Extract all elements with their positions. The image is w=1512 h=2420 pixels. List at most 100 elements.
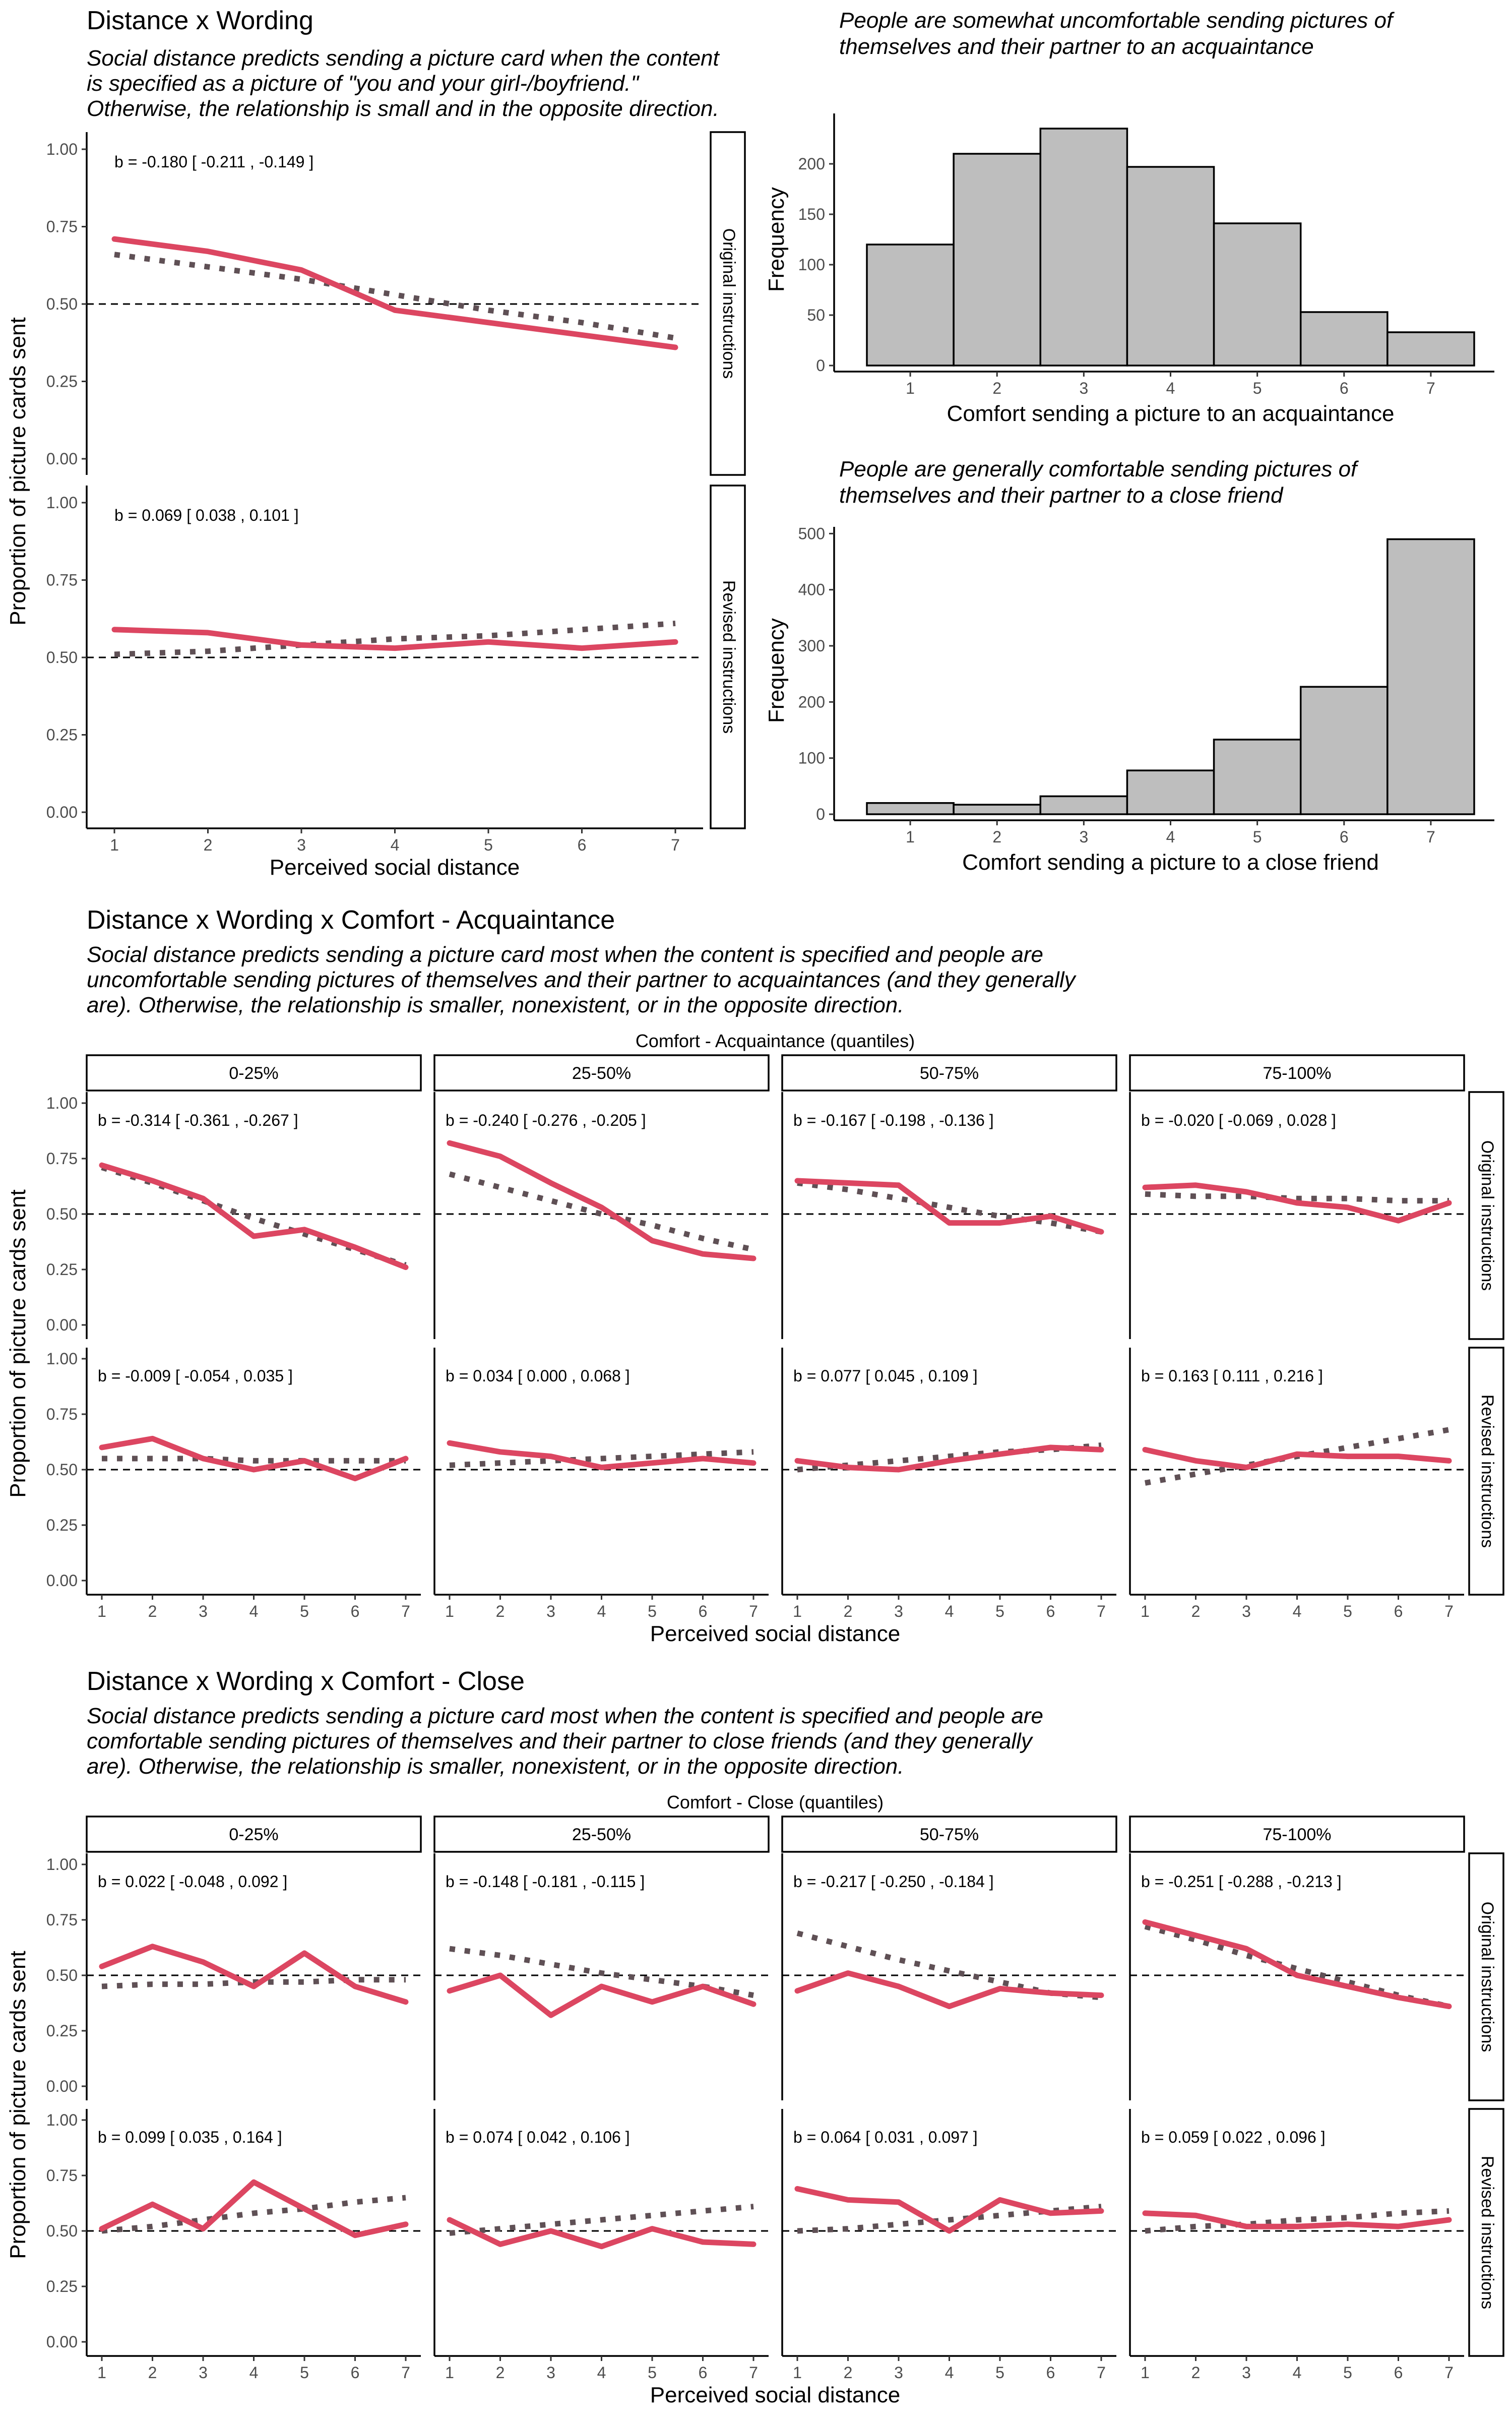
- x-tick-label: 2: [204, 836, 213, 854]
- x-tick-label: 5: [648, 2364, 657, 2382]
- column-strip-label: 25-50%: [572, 1064, 631, 1083]
- x-tick-label: 1: [97, 2364, 106, 2382]
- y-tick-label: 0.25: [46, 726, 78, 744]
- observed-series: [794, 1444, 1104, 1473]
- x-tick-label: 1: [906, 379, 915, 397]
- x-tick-label: 4: [249, 2364, 259, 2382]
- x-tick-label: 6: [699, 1602, 708, 1620]
- fitted-series: [1145, 2208, 1450, 2234]
- chart-subtitle: Otherwise, the relationship is small and…: [87, 96, 719, 121]
- coefficient-annotation: b = -0.167 [ -0.198 , -0.136 ]: [793, 1111, 994, 1129]
- y-tick-label: 0.00: [46, 450, 78, 468]
- x-tick-label: 6: [1340, 828, 1349, 846]
- row-strip-label: Original instructions: [1478, 1140, 1497, 1291]
- column-strip: [86, 1054, 422, 1092]
- x-tick-label: 4: [945, 2364, 954, 2382]
- x-tick-label: 1: [445, 2364, 454, 2382]
- row-strip: [1468, 1091, 1504, 1340]
- column-strip-label: 50-75%: [920, 1825, 979, 1844]
- fitted-series: [449, 1946, 754, 1999]
- chart-title: themselves and their partner to a close …: [839, 483, 1284, 508]
- x-tick-label: 1: [1141, 2364, 1150, 2382]
- x-tick-label: 5: [1343, 1602, 1352, 1620]
- coefficient-annotation: b = -0.148 [ -0.181 , -0.115 ]: [446, 1872, 645, 1891]
- chart-title: People are somewhat uncomfortable sendin…: [839, 8, 1395, 33]
- x-tick-label: 2: [992, 828, 1001, 846]
- chart-title: themselves and their partner to an acqua…: [839, 34, 1314, 59]
- y-tick-label: 0.75: [46, 218, 78, 236]
- x-tick-label: 5: [1253, 828, 1262, 846]
- fitted-series: [114, 252, 676, 341]
- fitted-series: [797, 1180, 1102, 1235]
- observed-series: [99, 2179, 409, 2238]
- row-strip-label: Revised instructions: [719, 580, 738, 734]
- y-tick-label: 0.00: [46, 1316, 78, 1334]
- x-axis-label: Perceived social distance: [650, 2383, 900, 2407]
- x-tick-label: 6: [351, 2364, 360, 2382]
- x-tick-label: 7: [749, 2364, 758, 2382]
- y-tick-label: 0.75: [46, 1911, 78, 1929]
- y-tick-label: 500: [798, 524, 825, 542]
- column-strip-label: 75-100%: [1263, 1825, 1331, 1844]
- coefficient-annotation: b = 0.034 [ 0.000 , 0.068 ]: [446, 1367, 630, 1385]
- x-tick-label: 2: [844, 2364, 853, 2382]
- x-tick-label: 1: [793, 2364, 802, 2382]
- fitted-series: [797, 2204, 1102, 2234]
- y-tick-label: 300: [798, 637, 825, 655]
- y-tick-label: 100: [798, 749, 825, 767]
- y-tick-label: 1.00: [46, 494, 78, 512]
- fitted-series: [101, 2195, 406, 2234]
- y-tick-label: 0.25: [46, 2277, 78, 2295]
- y-tick-label: 0.75: [46, 2166, 78, 2185]
- observed-series: [794, 1970, 1104, 2010]
- fitted-series: [1145, 1191, 1449, 1204]
- coefficient-annotation: b = -0.020 [ -0.069 , 0.028 ]: [1141, 1111, 1336, 1129]
- column-strip-label: 0-25%: [229, 1825, 278, 1844]
- observed-series: [794, 2186, 1104, 2234]
- fitted-series: [449, 2204, 754, 2236]
- x-tick-label: 3: [894, 1602, 903, 1620]
- y-tick-label: 0.25: [46, 373, 78, 391]
- row-strip: [710, 131, 746, 476]
- y-tick-label: 0.25: [46, 1260, 78, 1279]
- row-strip-label: Original instructions: [1478, 1902, 1497, 2052]
- x-tick-label: 3: [546, 2364, 555, 2382]
- x-tick-label: 4: [391, 836, 400, 854]
- y-tick-label: 1.00: [46, 1094, 78, 1112]
- observed-series: [447, 1140, 757, 1261]
- x-tick-label: 3: [1079, 828, 1088, 846]
- x-tick-label: 3: [199, 1602, 208, 1620]
- x-tick-label: 3: [894, 2364, 903, 2382]
- x-tick-label: 1: [906, 828, 915, 846]
- observed-series: [1142, 1182, 1452, 1224]
- x-tick-label: 2: [1191, 2364, 1201, 2382]
- x-tick-label: 6: [1046, 2364, 1055, 2382]
- chart-subtitle: is specified as a picture of "you and yo…: [87, 71, 640, 96]
- chart-title: Distance x Wording x Comfort - Close: [87, 1667, 525, 1696]
- x-tick-label: 4: [1293, 1602, 1302, 1620]
- coefficient-annotation: b = 0.022 [ -0.048 , 0.092 ]: [98, 1872, 287, 1891]
- coefficient-annotation: b = -0.314 [ -0.361 , -0.267 ]: [98, 1111, 298, 1129]
- x-tick-label: 5: [995, 2364, 1004, 2382]
- y-axis-label: Proportion of picture cards sent: [6, 317, 30, 625]
- coefficient-annotation: b = 0.064 [ 0.031 , 0.097 ]: [793, 2128, 978, 2146]
- x-axis-label: Comfort sending a picture to an acquaint…: [947, 401, 1395, 426]
- coefficient-annotation: b = 0.059 [ 0.022 , 0.096 ]: [1141, 2128, 1326, 2146]
- x-tick-label: 2: [148, 1602, 157, 1620]
- x-axis-label: Perceived social distance: [650, 1621, 900, 1646]
- observed-series: [99, 1162, 409, 1270]
- coefficient-annotation: b = 0.163 [ 0.111 , 0.216 ]: [1141, 1367, 1323, 1385]
- y-tick-label: 0.75: [46, 571, 78, 589]
- y-tick-label: 0.00: [46, 1571, 78, 1590]
- x-tick-label: 4: [249, 1602, 259, 1620]
- observed-series: [99, 1435, 409, 1482]
- chart-subtitle: uncomfortable sending pictures of themse…: [87, 967, 1077, 992]
- x-axis-label: Comfort sending a picture to a close fri…: [962, 850, 1379, 875]
- coefficient-annotation: b = 0.077 [ 0.045 , 0.109 ]: [793, 1367, 978, 1385]
- coefficient-annotation: b = 0.099 [ 0.035 , 0.164 ]: [98, 2128, 282, 2146]
- fitted-series: [114, 621, 676, 657]
- y-tick-label: 200: [798, 693, 825, 711]
- y-tick-label: 0.50: [46, 1205, 78, 1223]
- x-tick-label: 1: [445, 1602, 454, 1620]
- coefficient-annotation: b = -0.180 [ -0.211 , -0.149 ]: [114, 153, 313, 171]
